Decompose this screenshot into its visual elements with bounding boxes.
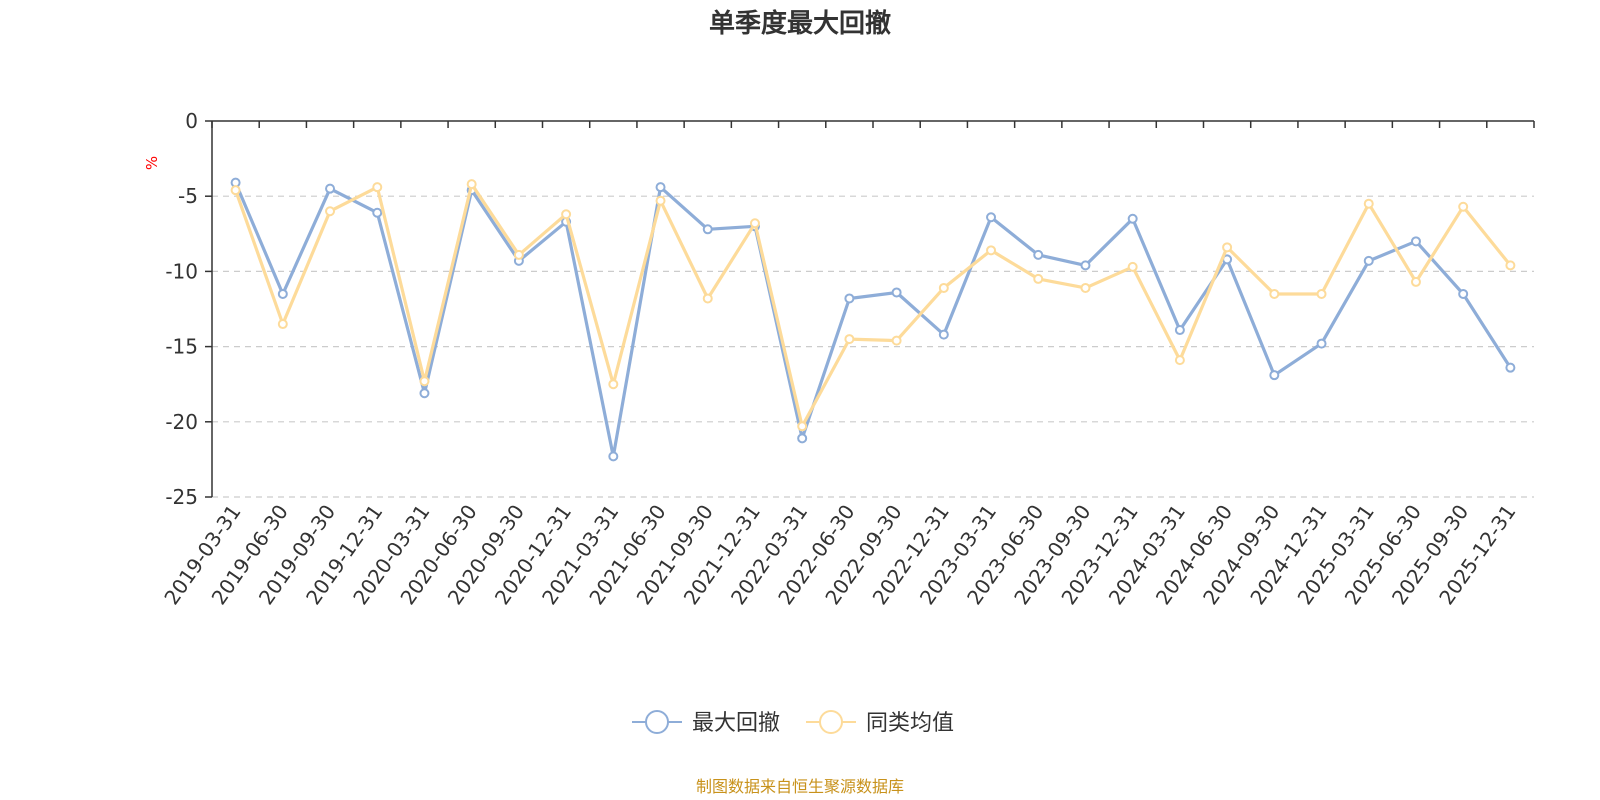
gridlines bbox=[212, 195, 1534, 498]
data-point bbox=[608, 451, 619, 462]
y-tick-label: -20 bbox=[165, 410, 198, 434]
data-point bbox=[797, 421, 808, 432]
series-1 bbox=[230, 179, 1516, 432]
data-point bbox=[1458, 201, 1469, 212]
legend-item-1[interactable]: 同类均值 bbox=[806, 710, 954, 736]
data-point bbox=[702, 293, 713, 304]
data-point bbox=[1363, 255, 1374, 266]
data-point bbox=[891, 335, 902, 346]
data-point bbox=[702, 224, 713, 235]
data-point bbox=[1316, 338, 1327, 349]
data-point bbox=[1127, 261, 1138, 272]
data-point bbox=[1410, 236, 1421, 247]
data-point bbox=[466, 179, 477, 190]
y-axis-unit: % bbox=[143, 156, 161, 170]
data-point bbox=[1174, 325, 1185, 336]
x-tick-labels: 2019-03-312019-06-302019-09-302019-12-31… bbox=[159, 500, 1520, 609]
data-point bbox=[1316, 288, 1327, 299]
series-0 bbox=[230, 177, 1516, 462]
data-point bbox=[561, 209, 572, 220]
series-line bbox=[234, 182, 1512, 428]
data-point bbox=[513, 249, 524, 260]
data-point bbox=[797, 433, 808, 444]
source-note: 制图数据来自恒生聚源数据库 bbox=[696, 777, 904, 796]
data-point bbox=[844, 293, 855, 304]
data-point bbox=[1458, 288, 1469, 299]
data-point bbox=[419, 388, 430, 399]
data-point bbox=[1033, 273, 1044, 284]
data-point bbox=[986, 245, 997, 256]
y-tick-labels: 0 -5 -10 -15 -20 -25 bbox=[165, 109, 198, 509]
y-tick-label: -10 bbox=[165, 259, 198, 283]
legend-item-0[interactable]: 最大回撤 bbox=[632, 710, 780, 736]
data-point bbox=[938, 329, 949, 340]
data-point bbox=[230, 185, 241, 196]
legend-label: 同类均值 bbox=[866, 711, 954, 736]
legend-marker bbox=[819, 710, 843, 734]
data-point bbox=[277, 319, 288, 330]
data-point bbox=[1127, 213, 1138, 224]
data-point bbox=[1033, 249, 1044, 260]
data-point bbox=[1363, 198, 1374, 209]
legend[interactable]: 最大回撤 同类均值 bbox=[632, 710, 954, 736]
data-point bbox=[1410, 276, 1421, 287]
data-point bbox=[749, 218, 760, 229]
y-tick-label: 0 bbox=[185, 109, 198, 133]
data-point bbox=[419, 376, 430, 387]
legend-label: 最大回撤 bbox=[692, 711, 780, 736]
data-point bbox=[844, 334, 855, 345]
data-point bbox=[655, 182, 666, 193]
data-point bbox=[938, 282, 949, 293]
data-point bbox=[372, 182, 383, 193]
axes bbox=[205, 120, 1535, 498]
series-line bbox=[234, 182, 1512, 458]
data-point bbox=[1505, 362, 1516, 373]
data-point bbox=[986, 212, 997, 223]
data-point bbox=[277, 288, 288, 299]
data-point bbox=[1080, 260, 1091, 271]
data-point bbox=[325, 183, 336, 194]
y-tick-label: -25 bbox=[165, 485, 198, 509]
legend-marker bbox=[645, 710, 669, 734]
y-tick-label: -5 bbox=[178, 184, 198, 208]
y-tick-label: -15 bbox=[165, 335, 198, 359]
data-point bbox=[372, 207, 383, 218]
data-point bbox=[1269, 370, 1280, 381]
data-point bbox=[891, 287, 902, 298]
data-point bbox=[1080, 282, 1091, 293]
data-point bbox=[655, 195, 666, 206]
data-point bbox=[1505, 260, 1516, 271]
data-point bbox=[608, 379, 619, 390]
data-point bbox=[1174, 355, 1185, 366]
series-group bbox=[230, 177, 1516, 462]
data-point bbox=[325, 206, 336, 217]
data-point bbox=[1222, 242, 1233, 253]
chart-title: 单季度最大回撤 bbox=[709, 8, 891, 39]
data-point bbox=[1269, 288, 1280, 299]
